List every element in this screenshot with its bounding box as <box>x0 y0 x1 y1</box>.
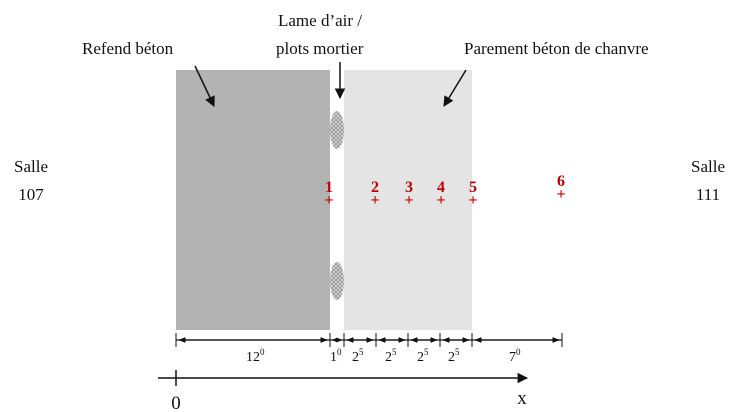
dim-value-1-sup: 0 <box>260 347 265 357</box>
mortar-pad-top <box>330 111 344 149</box>
dim-value-5: 25 <box>417 347 429 365</box>
dim-value-7-sup: 0 <box>516 347 521 357</box>
x-axis-origin-label: 0 <box>171 393 181 412</box>
dim-value-1: 120 <box>246 347 265 365</box>
point-label-2: 2 <box>371 179 379 196</box>
point-marker-6: + <box>556 186 565 203</box>
dim-value-2-sup: 0 <box>337 347 342 357</box>
point-label-1: 1 <box>325 179 333 196</box>
point-label-3: 3 <box>405 179 413 196</box>
label-parement: Parement béton de chanvre <box>464 39 649 58</box>
x-axis-label: x <box>517 388 527 409</box>
room-left-line1: Salle <box>14 157 48 176</box>
dim-value-4: 25 <box>385 347 397 365</box>
mortar-pad-bottom <box>330 262 344 300</box>
dim-value-4-main: 2 <box>385 350 392 365</box>
dim-value-2-main: 1 <box>330 350 337 365</box>
label-lame-line2: plots mortier <box>276 39 364 58</box>
point-marker-2: + <box>370 192 379 209</box>
dim-value-3-main: 2 <box>352 350 359 365</box>
pointer-arrow-parement <box>443 69 467 107</box>
hemp-concrete-layer <box>344 70 472 330</box>
dim-value-5-sup: 5 <box>424 347 429 357</box>
point-label-5: 5 <box>469 179 477 196</box>
pointer-arrow-refend <box>194 65 215 107</box>
room-right-line1: Salle <box>691 157 725 176</box>
dim-value-6-sup: 5 <box>455 347 460 357</box>
dim-value-7-main: 7 <box>509 350 516 365</box>
point-label-6: 6 <box>557 173 565 190</box>
dim-value-6-main: 2 <box>448 350 455 365</box>
dim-value-4-sup: 5 <box>392 347 397 357</box>
point-marker-5: + <box>468 192 477 209</box>
dim-value-6: 25 <box>448 347 460 365</box>
dim-value-5-main: 2 <box>417 350 424 365</box>
dim-value-3: 25 <box>352 347 364 365</box>
dim-value-3-sup: 5 <box>359 347 364 357</box>
point-label-4: 4 <box>437 179 445 196</box>
label-refend: Refend béton <box>82 39 174 58</box>
dim-value-1-main: 12 <box>246 350 260 365</box>
point-marker-3: + <box>404 192 413 209</box>
point-marker-1: + <box>324 192 333 209</box>
room-right-line2: 111 <box>696 185 720 204</box>
room-left-line2: 107 <box>18 185 44 204</box>
point-marker-4: + <box>436 192 445 209</box>
dim-value-2: 10 <box>330 347 342 365</box>
concrete-wall-layer <box>176 70 330 330</box>
label-lame-line1: Lame d’air / <box>278 11 362 30</box>
dim-value-7: 70 <box>509 347 521 365</box>
